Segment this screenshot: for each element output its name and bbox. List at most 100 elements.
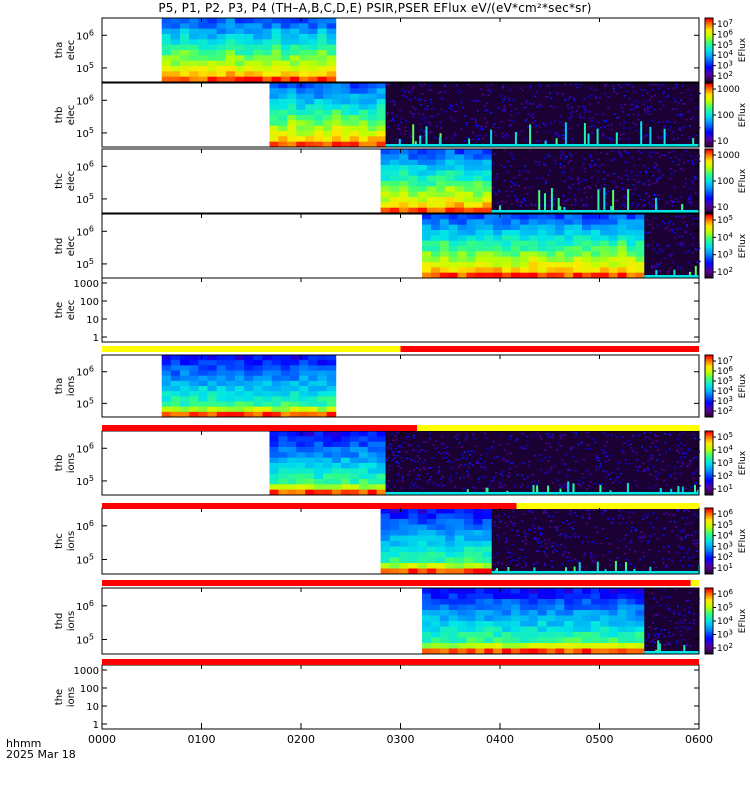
burst-spike xyxy=(550,188,553,213)
burst-speckle xyxy=(400,457,403,459)
spectrogram-cell xyxy=(510,240,521,247)
spectrogram-cell xyxy=(280,380,291,387)
burst-speckle xyxy=(534,204,537,206)
spectrogram-cell xyxy=(180,39,190,46)
burst-speckle xyxy=(648,549,651,551)
spectrogram-cell xyxy=(305,125,315,132)
burst-speckle xyxy=(642,103,645,105)
spectrogram-cell xyxy=(170,23,181,30)
burst-speckle xyxy=(664,132,667,134)
burst-speckle xyxy=(605,203,608,205)
burst-speckle xyxy=(635,528,637,531)
spectrogram-cell xyxy=(454,557,465,564)
colorbar-tick-label: 104 xyxy=(717,444,733,456)
spectrogram-cell xyxy=(389,524,400,531)
spectrogram-cell xyxy=(457,643,467,649)
burst-speckle xyxy=(647,107,649,110)
colorbar-cell xyxy=(705,202,713,205)
x-tick-label: 0300 xyxy=(387,733,415,746)
spectrogram-cell xyxy=(555,610,565,616)
spectrogram-cell xyxy=(448,272,459,279)
colorbar-cell xyxy=(705,398,713,401)
spectrogram-cell xyxy=(287,457,297,464)
spectrogram-cell xyxy=(380,552,391,558)
y-tick-label: 105 xyxy=(76,61,94,75)
burst-speckle xyxy=(522,513,525,515)
burst-speckle xyxy=(489,90,491,93)
burst-speckle xyxy=(605,471,608,473)
burst-speckle xyxy=(613,173,616,175)
burst-speckle xyxy=(477,462,480,464)
spectrogram-cell xyxy=(253,76,263,83)
spectrogram-cell xyxy=(278,468,288,475)
x-tick-label: 0200 xyxy=(287,733,315,746)
burst-speckle xyxy=(653,265,656,268)
burst-speckle xyxy=(509,560,512,563)
spectrogram-cell xyxy=(161,66,172,72)
burst-speckle xyxy=(522,540,525,543)
spectrogram-cell xyxy=(564,256,574,263)
burst-speckle xyxy=(646,105,649,108)
spectrogram-cell xyxy=(161,18,172,24)
spectrogram-cell xyxy=(417,519,428,525)
spectrogram-cell xyxy=(161,39,172,46)
burst-speckle xyxy=(606,153,609,155)
burst-speckle xyxy=(554,120,557,122)
burst-speckle xyxy=(647,167,650,169)
burst-speckle xyxy=(405,451,408,453)
spectrogram-cell xyxy=(225,411,236,418)
burst-speckle xyxy=(556,135,559,137)
spectrogram-cell xyxy=(493,599,503,605)
spectrogram-cell xyxy=(482,535,493,542)
burst-speckle xyxy=(646,92,649,94)
spectrogram-cell xyxy=(278,83,288,89)
spectrogram-cell xyxy=(189,401,199,408)
burst-speckle xyxy=(455,110,458,113)
burst-speckle xyxy=(679,457,682,459)
spectrogram-cell xyxy=(253,71,263,78)
burst-speckle xyxy=(543,552,546,555)
colorbar-cell xyxy=(705,239,713,243)
colorbar-tick-label: 104 xyxy=(717,49,733,61)
spectrogram-cell xyxy=(269,115,279,121)
burst-speckle xyxy=(414,477,417,480)
burst-spike xyxy=(572,483,575,495)
burst-speckle xyxy=(681,235,684,237)
burst-speckle xyxy=(569,509,572,512)
spectrogram-cell xyxy=(463,165,474,171)
spectrogram-cell xyxy=(528,637,539,644)
burst-speckle xyxy=(620,107,623,109)
burst-speckle xyxy=(590,94,593,96)
spectrogram-cell xyxy=(599,219,610,226)
burst-speckle xyxy=(421,487,423,489)
spectrogram-cell xyxy=(216,55,227,62)
burst-speckle xyxy=(435,125,438,127)
spectrogram-cell xyxy=(161,44,172,51)
burst-speckle xyxy=(547,436,550,438)
burst-speckle xyxy=(644,108,647,110)
burst-speckle xyxy=(620,154,623,156)
spectrogram-cell xyxy=(308,71,318,78)
spectrogram-cell xyxy=(170,50,181,56)
spectrogram-cell xyxy=(367,489,378,496)
spectrogram-cell xyxy=(473,181,483,187)
burst-speckle xyxy=(625,545,628,548)
spectrogram-cell xyxy=(617,272,627,279)
spectrogram-cell xyxy=(253,375,263,382)
spectrogram-cell xyxy=(445,170,456,177)
burst-speckle xyxy=(667,271,670,273)
burst-speckle xyxy=(485,135,488,137)
y-tick-label: 10 xyxy=(86,702,99,713)
spectrogram-cell xyxy=(170,391,181,397)
burst-speckle xyxy=(524,187,526,189)
spectrogram-cell xyxy=(358,452,369,459)
panel-ylabel-species: elec xyxy=(66,171,77,192)
burst-spike xyxy=(670,488,673,495)
burst-spike xyxy=(544,193,546,213)
burst-speckle xyxy=(412,449,415,452)
panel-background xyxy=(102,278,699,342)
spectrogram-cell xyxy=(448,621,459,627)
spectrogram-cell xyxy=(439,262,450,268)
spectrogram-cell xyxy=(332,463,342,469)
burst-speckle xyxy=(652,526,655,529)
